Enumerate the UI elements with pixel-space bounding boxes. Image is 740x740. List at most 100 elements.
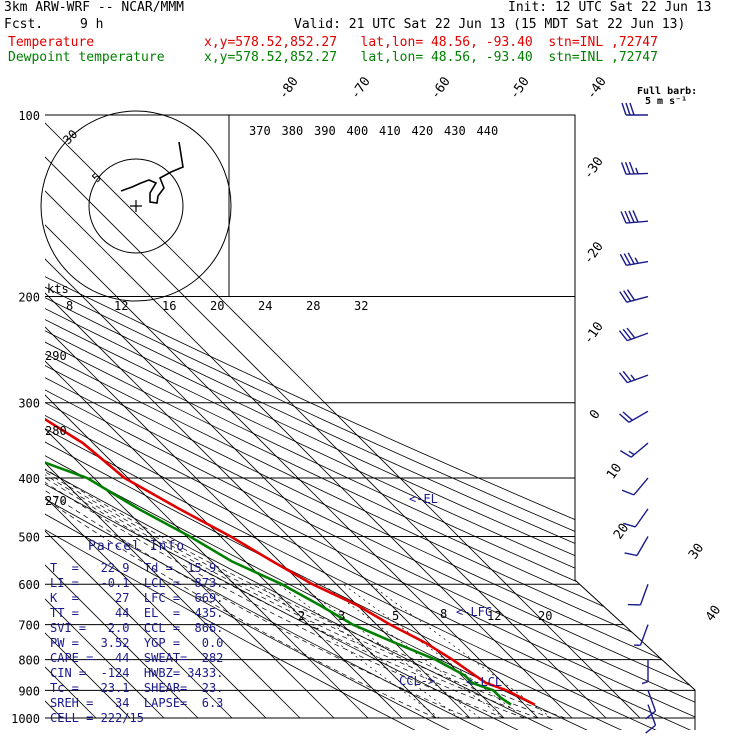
moist-adiabat <box>45 220 539 719</box>
dry-adiabat <box>45 115 695 730</box>
parcel-info-row: K = 27 LFC = 669. <box>50 591 224 605</box>
dewpoint-location: x,y=578.52,852.27 lat,lon= 48.56, -93.40… <box>204 50 658 65</box>
theta-label: 420 <box>412 124 434 138</box>
mixing-ratio-line <box>322 583 505 719</box>
mixing-ratio-label: 12 <box>487 609 501 623</box>
hodograph-ring <box>40 110 232 302</box>
theta-label: 290 <box>45 349 67 363</box>
isotherm-line <box>45 115 267 719</box>
dry-adiabat <box>45 115 555 730</box>
wind-barb <box>619 252 649 267</box>
pressure-tick-label: 600 <box>18 578 40 592</box>
sounding-lines <box>45 115 536 706</box>
isotherm-line <box>45 115 573 719</box>
barb-key-line2: 5 m s⁻¹ <box>645 96 687 107</box>
hodograph-origin <box>130 200 142 212</box>
mixing-ratio-label: 5 <box>392 609 399 623</box>
mixing-ratio-line <box>370 583 552 719</box>
theta-label: 380 <box>282 124 304 138</box>
wind-barb <box>623 508 649 528</box>
mixing-ratio-label: 2 <box>298 609 305 623</box>
dry-adiabat <box>45 115 695 730</box>
parcel-info-row: SREH = 34 LAPSE= 6.3 <box>50 696 224 710</box>
isotherm-line <box>45 115 641 719</box>
dry-adiabat <box>45 115 417 730</box>
temperature-tick-label: -80 <box>276 74 302 102</box>
wind-barb <box>619 410 649 423</box>
dry-adiabat <box>45 115 451 730</box>
wind-barb <box>620 442 649 458</box>
theta-label: 370 <box>249 124 271 138</box>
isotherm-line <box>45 115 165 719</box>
theta-label: 400 <box>347 124 369 138</box>
hodograph-speed-label: 20 <box>210 299 224 313</box>
pressure-tick-label: 900 <box>18 684 40 698</box>
pressure-tick-label: 800 <box>18 654 40 668</box>
wind-barb <box>624 536 649 557</box>
parcel-info-row: T = 22.9 Td = 15.9 <box>50 561 217 575</box>
plot-border <box>45 114 696 730</box>
dry-adiabat <box>45 115 692 730</box>
wind-barb <box>618 370 649 384</box>
el-marker: <-EL <box>409 492 438 506</box>
isotherm-line <box>45 115 233 719</box>
isotherm-line <box>45 115 199 719</box>
temperature-tick-label: -40 <box>584 74 610 102</box>
temperature-tick-label: -60 <box>428 74 454 102</box>
mixing-ratio-line <box>257 583 440 719</box>
temperature-tick-label: 10 <box>604 461 625 482</box>
temperature-location: x,y=578.52,852.27 lat,lon= 48.56, -93.40… <box>204 35 658 50</box>
hodograph-speed-label: 32 <box>354 299 368 313</box>
temperature-tick-label: -30 <box>581 154 607 182</box>
temperature-tick-label: 0 <box>587 407 604 422</box>
isotherm-line <box>45 115 301 719</box>
theta-label: 410 <box>379 124 401 138</box>
moist-adiabat <box>45 220 437 719</box>
temperature-tick-label: -50 <box>507 74 533 102</box>
lfc-marker: <-LFC <box>456 605 492 619</box>
mixing-ratio-label: 20 <box>538 609 552 623</box>
temperature-line <box>45 115 536 706</box>
pressure-tick-label: 400 <box>18 472 40 486</box>
temperature-tick-label: 30 <box>686 541 707 562</box>
parcel-info-row: CELL = 222/15 <box>50 711 144 725</box>
dry-adiabat <box>45 115 695 730</box>
hodograph-speed-label: 24 <box>258 299 272 313</box>
mixing-ratio-line <box>278 583 461 719</box>
temperature-legend: Temperature <box>8 35 95 50</box>
dry-adiabat <box>45 115 624 730</box>
wind-barb <box>619 289 649 303</box>
forecast-label: Fcst. <box>4 17 44 32</box>
dry-adiabat <box>45 115 695 730</box>
mixing-ratio-label: 3 <box>338 609 345 623</box>
dewpoint-legend: Dewpoint temperature <box>8 50 165 65</box>
isotherm-line <box>45 115 369 719</box>
wind-barb <box>618 327 649 342</box>
forecast-hour: 9 h <box>80 17 104 32</box>
model-title: 3km ARW-WRF -- NCAR/MMM <box>4 0 185 15</box>
hodograph-ring <box>88 158 184 254</box>
dry-adiabat <box>45 115 658 730</box>
mixing-ratio-line <box>342 583 525 719</box>
isotherm-line <box>45 115 539 719</box>
theta-label: 270 <box>45 494 67 508</box>
temperature-tick-label: 20 <box>611 521 632 542</box>
parcel-info-row: PW = 3.52 YGP = 0.0 <box>50 636 224 650</box>
theta-label: 440 <box>477 124 499 138</box>
pressure-tick-label: 100 <box>18 109 40 123</box>
wind-barbs <box>618 102 657 734</box>
wind-barb <box>621 477 649 496</box>
parcel-info-row: SVI = 2.0 CCL = 866. <box>50 621 224 635</box>
parcel-info-row: CAPE = 44 SWEAT= 282 <box>50 651 224 665</box>
hodograph-speed-label: 16 <box>162 299 176 313</box>
wind-barb <box>620 161 649 175</box>
skew-t-grid <box>45 115 695 730</box>
dry-adiabat <box>45 115 520 730</box>
dry-adiabat <box>45 115 486 730</box>
wind-barb <box>621 102 648 116</box>
hodograph-speed-label: 28 <box>306 299 320 313</box>
dry-adiabat <box>45 115 695 730</box>
hodograph-ring-label: 5 <box>89 170 104 185</box>
parcel-info-row: TT = 44 EL = 435. <box>50 606 224 620</box>
